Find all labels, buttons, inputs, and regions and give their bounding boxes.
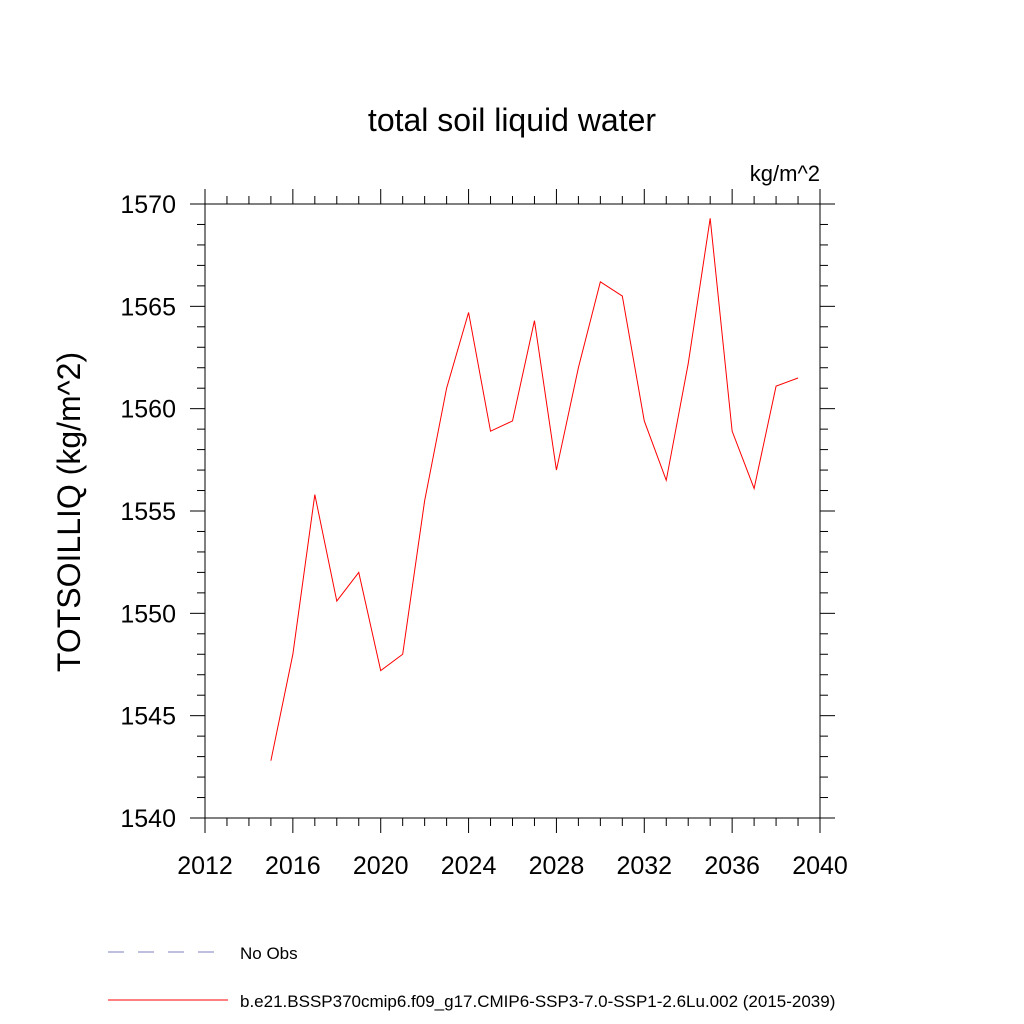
legend-label-1: No Obs	[240, 944, 298, 963]
plot-frame	[204, 203, 821, 819]
y-tick-label: 1545	[120, 703, 176, 731]
y-tick-label: 1560	[120, 396, 176, 424]
y-axis-label: TOTSOILLIQ (kg/m^2)	[51, 352, 87, 672]
y-tick-label: 1570	[120, 191, 176, 219]
x-tick-label: 2040	[792, 852, 848, 880]
series-lines	[270, 218, 799, 761]
x-tick-label: 2012	[177, 852, 233, 880]
x-tick-label: 2036	[704, 852, 760, 880]
x-tick-label: 2032	[616, 852, 672, 880]
legend-label-0: b.e21.BSSP370cmip6.f09_g17.CMIP6-SSP3-7.…	[240, 992, 835, 1011]
y-tick-label: 1550	[120, 600, 176, 628]
series-line-0	[270, 218, 799, 761]
tick-labels: 2012 2016 2020 2024 2028 2032 2036 2040 1540 1545…	[120, 191, 847, 880]
x-tick-label: 2016	[265, 852, 321, 880]
units-label: kg/m^2	[750, 161, 820, 186]
axis-ticks	[190, 189, 835, 833]
y-tick-label: 1540	[120, 805, 176, 833]
y-tick-label: 1565	[120, 293, 176, 321]
y-tick-label: 1555	[120, 498, 176, 526]
x-tick-label: 2028	[529, 852, 585, 880]
legend: No Obs b.e21.BSSP370cmip6.f09_g17.CMIP6-S…	[108, 944, 835, 1011]
x-tick-label: 2024	[441, 852, 497, 880]
x-tick-label: 2020	[353, 852, 409, 880]
chart-title: total soil liquid water	[368, 102, 656, 138]
